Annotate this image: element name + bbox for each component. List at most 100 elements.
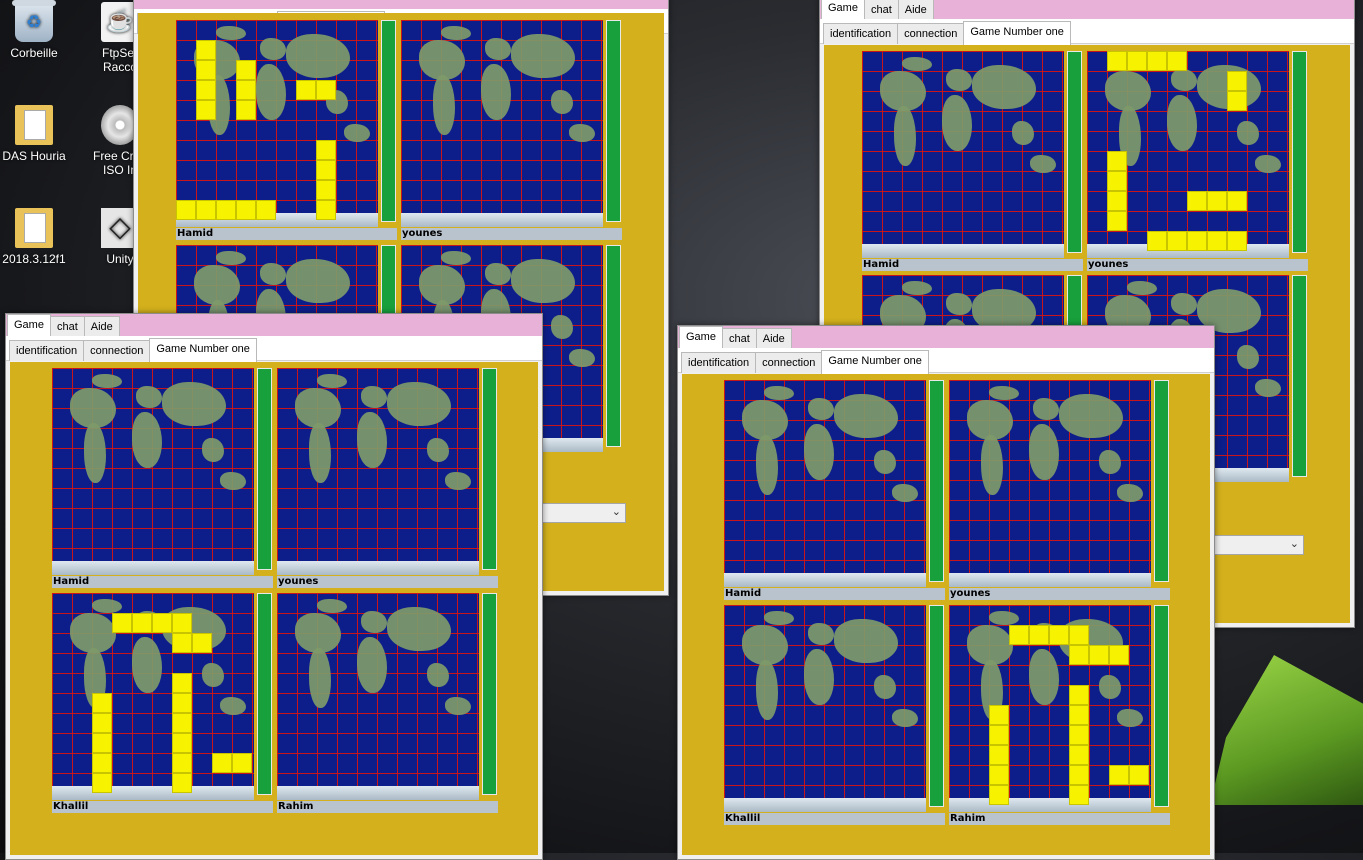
ship-cell[interactable] [1129,765,1149,785]
ship-cell[interactable] [1187,231,1207,251]
ship-cell[interactable] [1069,685,1089,705]
ship-cell[interactable] [92,773,112,793]
dropdown-select[interactable]: ⌄ [1214,535,1304,555]
ship-cell[interactable] [92,693,112,713]
ship-cell[interactable] [1107,211,1127,231]
tab-game-number-one[interactable]: Game Number one [963,21,1071,45]
game-window-d[interactable]: Game chat Aide identification connection… [677,325,1215,860]
ship-cell[interactable] [92,713,112,733]
tab-aide[interactable]: Aide [897,0,934,20]
world-map-grid[interactable] [949,605,1151,812]
ship-cell[interactable] [112,613,132,633]
board-younes[interactable]: younes [401,20,622,240]
ship-cell[interactable] [989,725,1009,745]
ship-cell[interactable] [236,100,256,120]
ship-cell[interactable] [296,80,316,100]
ship-cell[interactable] [316,160,336,180]
ship-cell[interactable] [989,745,1009,765]
ship-cell[interactable] [172,773,192,793]
desktop-icon-corbeille[interactable]: Corbeille [0,0,70,60]
ship-cell[interactable] [196,80,216,100]
ship-cell[interactable] [196,40,216,60]
tab-connection[interactable]: connection [897,23,965,44]
tab-game-number-one[interactable]: Game Number one [149,338,257,362]
ship-cell[interactable] [316,200,336,220]
ship-cell[interactable] [1069,705,1089,725]
board-rahim[interactable]: Rahim [277,593,498,813]
ship-cell[interactable] [1107,171,1127,191]
ship-cell[interactable] [92,733,112,753]
ship-cell[interactable] [1127,51,1147,71]
ship-cell[interactable] [176,200,196,220]
ship-cell[interactable] [132,613,152,633]
ship-cell[interactable] [172,753,192,773]
ship-cell[interactable] [1107,51,1127,71]
ship-cell[interactable] [236,80,256,100]
board-younes[interactable]: younes [277,368,498,588]
ship-cell[interactable] [1167,51,1187,71]
world-map-grid[interactable] [724,380,926,587]
desktop-icon-2018[interactable]: 2018.3.12f1 [0,208,70,266]
tab-identification[interactable]: identification [681,352,757,373]
board-hamid[interactable]: Hamid [862,51,1083,271]
board-younes[interactable]: younes [1087,51,1308,271]
board-khallil[interactable]: Khallil [724,605,945,825]
ship-cell[interactable] [1147,51,1167,71]
board-hamid[interactable]: Hamid [52,368,273,588]
tab-identification[interactable]: identification [9,340,85,361]
ship-cell[interactable] [1187,191,1207,211]
ship-cell[interactable] [989,785,1009,805]
ship-cell[interactable] [1069,745,1089,765]
ship-cell[interactable] [1107,151,1127,171]
board-younes[interactable]: younes [949,380,1170,600]
ship-cell[interactable] [1227,231,1247,251]
board-hamid[interactable]: Hamid [176,20,397,240]
ship-cell[interactable] [216,200,236,220]
ship-cell[interactable] [1089,645,1109,665]
ship-cell[interactable] [1069,765,1089,785]
tab-chat[interactable]: chat [863,0,899,20]
ship-cell[interactable] [1207,191,1227,211]
ship-cell[interactable] [1227,191,1247,211]
ship-cell[interactable] [92,753,112,773]
ship-cell[interactable] [196,200,216,220]
ship-cell[interactable] [1029,625,1049,645]
tab-chat[interactable]: chat [721,328,757,349]
world-map-grid[interactable] [1087,51,1289,258]
ship-cell[interactable] [1167,231,1187,251]
tab-aide[interactable]: Aide [755,328,792,349]
ship-cell[interactable] [1049,625,1069,645]
board-hamid[interactable]: Hamid [724,380,945,600]
ship-cell[interactable] [989,765,1009,785]
world-map-grid[interactable] [724,605,926,812]
tab-aide[interactable]: Aide [83,316,120,337]
world-map-grid[interactable] [52,368,254,575]
ship-cell[interactable] [196,60,216,80]
ship-cell[interactable] [236,200,256,220]
ship-cell[interactable] [172,693,192,713]
ship-cell[interactable] [316,140,336,160]
ship-cell[interactable] [172,613,192,633]
board-rahim[interactable]: Rahim [949,605,1170,825]
game-window-c[interactable]: Game chat Aide identification connection… [5,313,543,860]
ship-cell[interactable] [152,613,172,633]
ship-cell[interactable] [172,713,192,733]
desktop-icon-unity[interactable]: Unity [84,208,156,266]
tab-identification[interactable]: identification [823,23,899,44]
dropdown-select[interactable]: ⌄ [536,503,626,523]
desktop-icon-ftpserver[interactable]: FtpSer Racco [84,2,156,74]
world-map-grid[interactable] [401,20,603,227]
ship-cell[interactable] [1227,91,1247,111]
ship-cell[interactable] [1069,725,1089,745]
tab-game[interactable]: Game [821,0,865,21]
ship-cell[interactable] [212,753,232,773]
tab-game[interactable]: Game [679,326,723,350]
tab-game[interactable]: Game [7,314,51,338]
ship-cell[interactable] [1069,785,1089,805]
desktop-icon-free-iso[interactable]: Free Crea ISO In [84,105,156,177]
ship-cell[interactable] [316,80,336,100]
ship-cell[interactable] [1109,765,1129,785]
ship-cell[interactable] [1069,645,1089,665]
ship-cell[interactable] [1207,231,1227,251]
ship-cell[interactable] [1069,625,1089,645]
